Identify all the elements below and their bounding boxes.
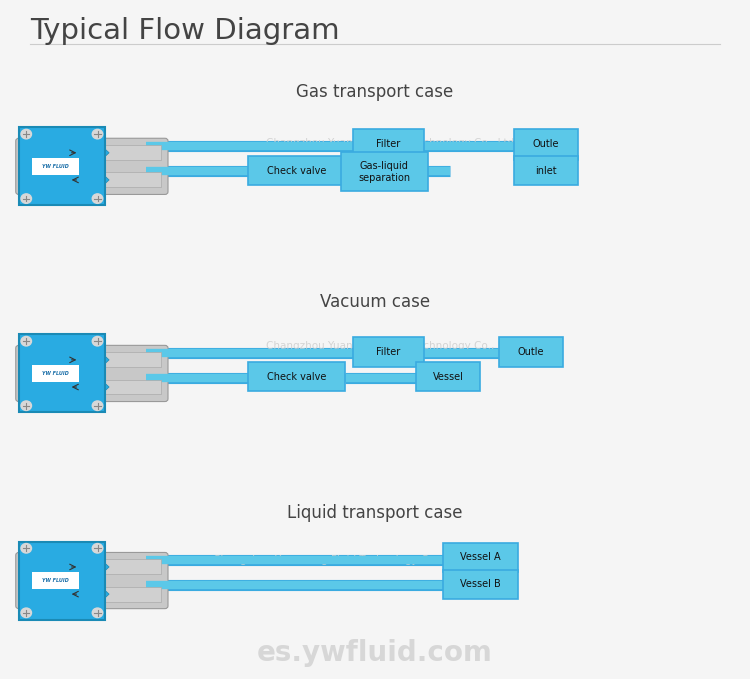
FancyBboxPatch shape xyxy=(105,145,161,160)
FancyBboxPatch shape xyxy=(105,380,161,394)
FancyBboxPatch shape xyxy=(442,570,518,599)
FancyBboxPatch shape xyxy=(16,139,168,194)
Text: Check valve: Check valve xyxy=(266,371,326,382)
Text: Changzhou Yuanwang Fluid Technology Co., Ltd: Changzhou Yuanwang Fluid Technology Co.,… xyxy=(214,555,461,565)
Circle shape xyxy=(21,129,32,139)
Circle shape xyxy=(21,337,32,346)
FancyBboxPatch shape xyxy=(514,129,578,160)
Text: Changzhou Yuanwang Fluid Technology Co., Ltd: Changzhou Yuanwang Fluid Technology Co.,… xyxy=(266,138,514,147)
Text: Typical Flow Diagram: Typical Flow Diagram xyxy=(30,17,340,45)
FancyBboxPatch shape xyxy=(80,379,100,395)
FancyBboxPatch shape xyxy=(416,362,480,391)
Text: es.ywfluid.com: es.ywfluid.com xyxy=(257,639,493,667)
FancyBboxPatch shape xyxy=(105,559,161,574)
Polygon shape xyxy=(100,586,109,602)
Text: Liquid transport case: Liquid transport case xyxy=(287,504,463,521)
Polygon shape xyxy=(100,352,109,368)
Text: YW FLUID: YW FLUID xyxy=(42,164,69,169)
Circle shape xyxy=(92,129,103,139)
Circle shape xyxy=(21,401,32,410)
FancyBboxPatch shape xyxy=(32,572,80,589)
Circle shape xyxy=(92,608,103,618)
FancyBboxPatch shape xyxy=(80,586,100,602)
Polygon shape xyxy=(100,379,109,395)
Text: Vessel B: Vessel B xyxy=(460,579,500,589)
Text: Gas transport case: Gas transport case xyxy=(296,83,454,100)
Circle shape xyxy=(21,543,32,553)
FancyBboxPatch shape xyxy=(32,158,80,175)
Polygon shape xyxy=(100,559,109,575)
Text: YW FLUID: YW FLUID xyxy=(42,578,69,583)
FancyBboxPatch shape xyxy=(19,542,105,619)
Text: Vessel A: Vessel A xyxy=(460,552,500,562)
FancyBboxPatch shape xyxy=(514,156,578,185)
Text: Filter: Filter xyxy=(376,139,400,149)
FancyBboxPatch shape xyxy=(248,362,345,391)
Text: Vacuum case: Vacuum case xyxy=(320,293,430,311)
FancyBboxPatch shape xyxy=(80,172,100,188)
FancyBboxPatch shape xyxy=(352,129,424,160)
Polygon shape xyxy=(100,145,109,161)
Text: inlet: inlet xyxy=(535,166,556,176)
FancyBboxPatch shape xyxy=(352,337,424,367)
Text: Outle: Outle xyxy=(532,139,559,149)
Text: Filter: Filter xyxy=(376,347,400,357)
FancyBboxPatch shape xyxy=(248,156,345,185)
FancyBboxPatch shape xyxy=(105,172,161,187)
FancyBboxPatch shape xyxy=(499,337,562,367)
FancyBboxPatch shape xyxy=(16,346,168,401)
Text: YW FLUID: YW FLUID xyxy=(42,371,69,376)
FancyBboxPatch shape xyxy=(19,128,105,205)
Circle shape xyxy=(92,543,103,553)
FancyBboxPatch shape xyxy=(16,553,168,608)
Circle shape xyxy=(92,337,103,346)
Text: Vessel: Vessel xyxy=(433,371,464,382)
FancyBboxPatch shape xyxy=(442,543,518,572)
Text: Changzhou Yuanwang Fluid Technology Co., Ltd: Changzhou Yuanwang Fluid Technology Co.,… xyxy=(266,342,514,351)
FancyBboxPatch shape xyxy=(105,352,161,367)
Text: Check valve: Check valve xyxy=(266,166,326,176)
Circle shape xyxy=(92,194,103,204)
FancyBboxPatch shape xyxy=(80,145,100,161)
Polygon shape xyxy=(100,172,109,188)
FancyBboxPatch shape xyxy=(19,334,105,413)
FancyBboxPatch shape xyxy=(32,365,80,382)
Circle shape xyxy=(21,194,32,204)
Circle shape xyxy=(21,608,32,618)
Text: Gas-liquid
separation: Gas-liquid separation xyxy=(358,161,410,183)
FancyBboxPatch shape xyxy=(80,352,100,368)
FancyBboxPatch shape xyxy=(80,559,100,575)
FancyBboxPatch shape xyxy=(105,587,161,602)
FancyBboxPatch shape xyxy=(341,152,427,191)
Circle shape xyxy=(92,401,103,410)
Text: Outle: Outle xyxy=(518,347,544,357)
